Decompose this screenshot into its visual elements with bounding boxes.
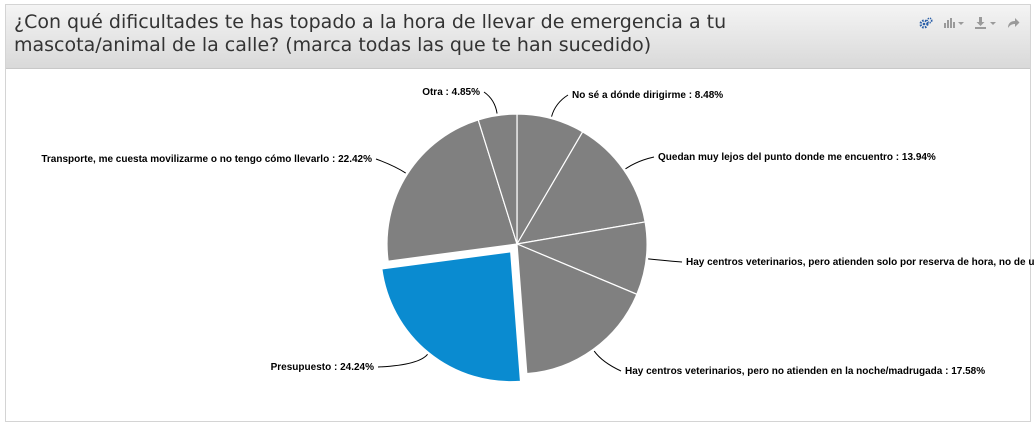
label-no-atienden-noche: Hay centros veterinarios, pero no atiend…	[625, 366, 985, 377]
leader-line-hay-centros-veterinarios-pero-atienden-s	[648, 258, 683, 263]
leader-lines	[375, 91, 683, 372]
chart-title: ¿Con qué dificultades te has topado a la…	[14, 11, 727, 56]
download-dropdown-icon[interactable]	[975, 17, 997, 29]
slice-labels: No sé a dónde dirigirme : 8.48% Quedan m…	[41, 87, 1034, 377]
leader-line-presupuesto	[377, 353, 428, 368]
leader-line-transporte-me-cuesta-movilizarme-o-no-te	[375, 158, 406, 174]
pie-slice-quedan-muy-lejos-del-punto-donde-me-encu[interactable]	[515, 130, 646, 245]
label-presupuesto: Presupuesto : 24.24%	[271, 362, 374, 373]
leader-line-otra	[483, 91, 498, 114]
label-quedan-lejos: Quedan muy lejos del punto donde me encu…	[658, 152, 936, 163]
pie-slice-presupuesto[interactable]	[381, 251, 522, 383]
gears-icon[interactable]	[919, 17, 933, 29]
leader-line-no-se-a-donde-dirigirme	[551, 94, 569, 117]
leader-line-quedan-muy-lejos-del-punto-donde-me-encu	[625, 156, 655, 170]
toolbar	[919, 17, 1020, 29]
pie-slice-hay-centros-veterinarios-pero-no-atiende[interactable]	[516, 243, 638, 375]
panel-header: ¿Con qué dificultades te has topado a la…	[6, 5, 1030, 69]
pie-slice-transporte-me-cuesta-movilizarme-o-no-te[interactable]	[386, 119, 518, 262]
bar-chart-dropdown-icon[interactable]	[943, 17, 965, 29]
pie-slice-otra[interactable]	[477, 113, 518, 245]
label-no-se-a-donde: No sé a dónde dirigirme : 8.48%	[572, 90, 723, 101]
label-transporte: Transporte, me cuesta movilizarme o no t…	[41, 154, 372, 165]
label-otra: Otra : 4.85%	[422, 87, 480, 98]
leader-line-hay-centros-veterinarios-pero-no-atiende	[593, 350, 622, 372]
label-reserva-de-hora: Hay centros veterinarios, pero atienden …	[686, 257, 1034, 268]
share-arrow-icon[interactable]	[1007, 17, 1020, 29]
pie-slices	[381, 113, 648, 383]
